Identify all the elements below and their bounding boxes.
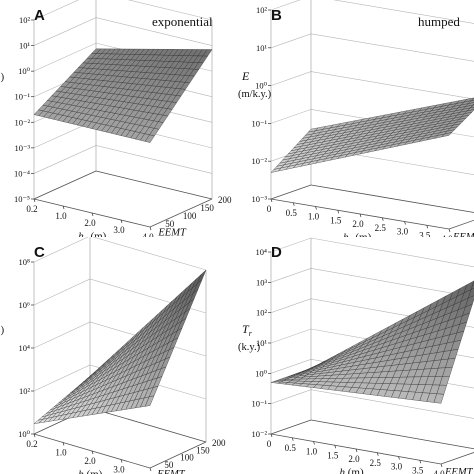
surface-mesh — [270, 97, 474, 173]
z-tick-label: 10⁻¹ — [251, 399, 267, 409]
z-axis-label: Tr — [242, 322, 253, 338]
z-tick-label: 10⁰ — [255, 368, 268, 378]
x-tick-label: 2.5 — [370, 458, 382, 468]
z-tick-label: 10⁻³ — [251, 194, 267, 204]
z-axis-unit: .) — [0, 325, 5, 336]
x-tick-label: 1.0 — [308, 212, 320, 222]
z-tick-label: 10² — [256, 308, 268, 318]
x-tick-label: 1.0 — [55, 448, 67, 458]
y-tick-label: 50 — [164, 460, 174, 470]
surface-plot-d: 10⁻² 10⁻¹ 10⁰ 10¹ 10² 10³ 10⁴ 0 0.5 1.0 1.5 2.0 2.5 3… — [238, 237, 474, 474]
x-tick-label: 4.0 — [142, 232, 154, 237]
panel-label: C — [34, 244, 45, 261]
surface-mesh — [33, 48, 213, 143]
x-tick-label: 2.0 — [84, 456, 96, 466]
panel-label: A — [34, 7, 45, 24]
y-axis-label: EEMT — [156, 469, 186, 474]
z-tick-label: 10⁻⁴ — [14, 168, 30, 178]
surface-plot-a: 10⁻⁵ 10⁻⁴ 10⁻³ 10⁻² 10⁻¹ 10⁰ 10¹ 10² 0.2 1.0 2.0 3.… — [0, 0, 232, 237]
z-tick-label: 10⁰ — [18, 66, 31, 76]
y-tick-label: 200 — [212, 438, 226, 448]
z-tick-label: 10⁰ — [255, 81, 268, 91]
x-tick-label: 3.0 — [391, 462, 403, 472]
x-axis-label: h (m) — [78, 468, 102, 474]
x-tick-label: 1.0 — [306, 447, 318, 457]
z-tick-label: 10¹ — [256, 43, 268, 53]
x-tick-label: 1.0 — [55, 211, 67, 221]
z-axis-unit: (m/k.y.) — [238, 89, 272, 100]
x-tick-label: 2.5 — [375, 223, 387, 233]
x-tick-label: 2.0 — [348, 454, 360, 464]
x-tick-label: 0.2 — [26, 439, 37, 449]
y-tick-label: 100 — [183, 211, 197, 221]
z-tick-label: 10⁻² — [14, 117, 30, 127]
surface-mesh — [33, 269, 207, 425]
x-tick-label: 0.2 — [26, 204, 37, 214]
y-axis-label: EEMT — [444, 467, 474, 474]
z-tick-label: 10⁸ — [19, 257, 31, 267]
x-tick-label: 0 — [267, 204, 272, 214]
x-tick-label: 1.5 — [327, 450, 339, 460]
panel-label: B — [271, 7, 282, 24]
z-tick-label: 10⁻² — [251, 156, 267, 166]
z-axis-unit: .) — [0, 72, 5, 83]
z-tick-label: 10⁶ — [19, 300, 31, 310]
z-tick-label: 10⁻¹ — [14, 92, 30, 102]
z-tick-label: 10⁰ — [18, 429, 31, 439]
x-axis-label: h (m) — [340, 467, 364, 474]
panel-label: D — [271, 244, 282, 261]
surface-mesh — [270, 280, 474, 404]
z-tick-label: 10⁻¹ — [251, 118, 267, 128]
x-tick-label: 3.5 — [419, 230, 431, 237]
z-tick-label: 10³ — [256, 277, 268, 287]
surface-plot-c: 10⁰10²10⁴10⁶10⁸0.21.02.03.04.02001501005… — [0, 237, 226, 474]
z-tick-label: 10⁴ — [19, 343, 31, 353]
panel-title: exponential — [152, 14, 213, 29]
panel-a: 10⁻⁵ 10⁻⁴ 10⁻³ 10⁻² 10⁻¹ 10⁰ 10¹ 10² 0.2 1.0 2.0 3.… — [0, 0, 237, 237]
z-tick-label: 10⁴ — [256, 247, 268, 257]
z-tick-label: 10⁻² — [251, 429, 267, 439]
y-axis-label: EEMT — [157, 227, 187, 237]
x-tick-label: 0 — [267, 439, 272, 449]
y-axis-label: EEMT — [452, 232, 474, 237]
surface-plot-b: 10⁻³ 10⁻² 10⁻¹ 10⁰ 10¹ 10² 0 0.5 1.0 1.5 2.0 2.5 3.0… — [238, 0, 474, 238]
panel-title: humped — [418, 14, 460, 29]
z-tick-label: 10⁻³ — [14, 143, 30, 153]
z-axis-unit: (k.y.) — [238, 342, 261, 353]
panel-b: 10⁻³ 10⁻² 10⁻¹ 10⁰ 10¹ 10² 0 0.5 1.0 1.5 2.0 2.5 3.0… — [237, 0, 474, 237]
z-tick-label: 10² — [19, 15, 31, 25]
x-axis-label: hn (m) — [78, 231, 106, 237]
z-tick-label: 10¹ — [256, 338, 268, 348]
z-tick-label: 10¹ — [19, 41, 31, 51]
x-tick-label: 1.5 — [330, 215, 342, 225]
y-tick-label: 150 — [196, 445, 210, 455]
x-axis-label: hn (m) — [343, 232, 371, 238]
z-axis-label: E — [241, 69, 250, 83]
y-tick-label: 150 — [200, 203, 214, 213]
z-tick-label: 10² — [256, 5, 268, 15]
x-tick-label: 3.0 — [397, 227, 409, 237]
y-tick-label: 200 — [218, 195, 232, 205]
panel-c: 10⁰10²10⁴10⁶10⁸0.21.02.03.04.02001501005… — [0, 237, 237, 474]
x-tick-label: 2.0 — [84, 218, 96, 228]
x-tick-label: 3.5 — [412, 465, 424, 474]
z-tick-label: 10² — [19, 386, 31, 396]
x-tick-label: 4.0 — [441, 234, 453, 237]
x-tick-label: 3.0 — [113, 225, 125, 235]
x-tick-label: 0.5 — [286, 208, 298, 218]
y-tick-label: 50 — [165, 219, 175, 229]
z-tick-label: 10⁻⁵ — [14, 194, 30, 204]
panel-d: 10⁻² 10⁻¹ 10⁰ 10¹ 10² 10³ 10⁴ 0 0.5 1.0 1.5 2.0 2.5 3… — [237, 237, 474, 474]
x-tick-label: 4.0 — [433, 469, 445, 474]
x-tick-label: 2.0 — [352, 219, 364, 229]
x-tick-label: 0.5 — [285, 443, 297, 453]
y-tick-label: 100 — [180, 453, 194, 463]
x-tick-label: 3.0 — [113, 465, 125, 474]
